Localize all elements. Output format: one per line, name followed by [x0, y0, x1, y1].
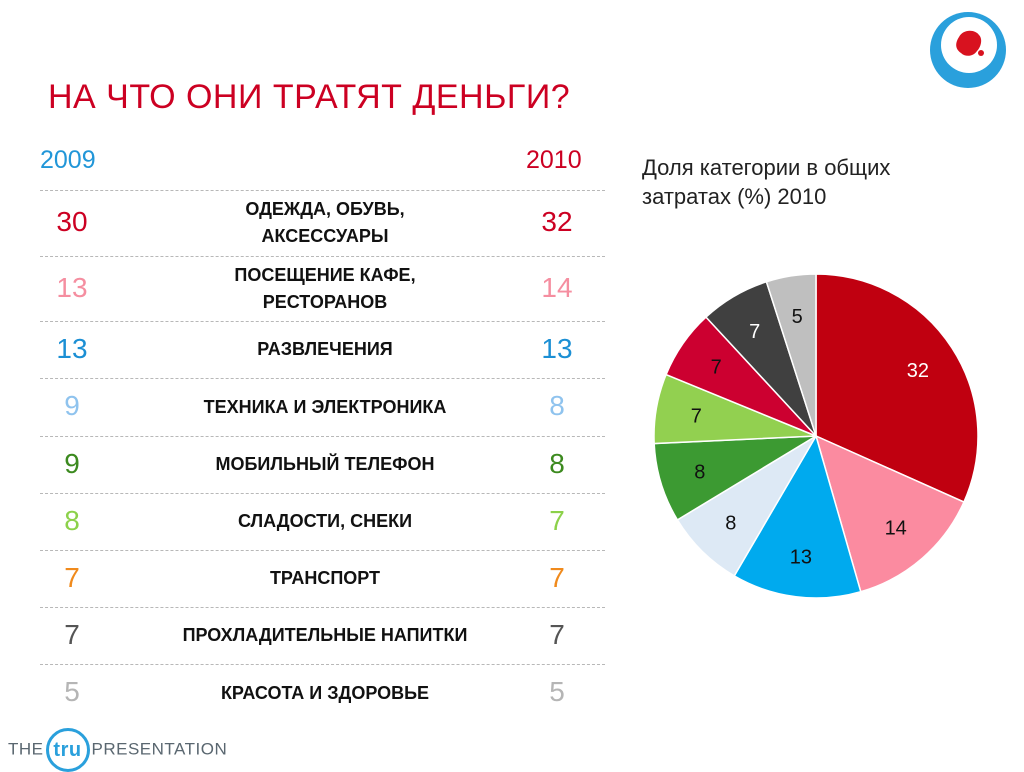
value-2009: 7	[64, 619, 80, 650]
corner-logo-inner	[941, 17, 997, 73]
value-2009: 9	[64, 390, 80, 421]
category-label: ПРОХЛАДИТЕЛЬНЫЕ НАПИТКИ	[182, 625, 468, 645]
category-label: СЛАДОСТИ, СНЕКИ	[237, 511, 413, 531]
value-2009: 5	[64, 676, 80, 707]
value-2010: 14	[541, 272, 573, 303]
pie-slice-label: 13	[790, 547, 812, 569]
category-label: ТРАНСПОРТ	[269, 568, 381, 588]
pie-slice-label: 7	[749, 321, 760, 343]
pie-slice-label: 7	[691, 405, 702, 427]
value-2009: 13	[56, 333, 88, 364]
value-2009: 13	[56, 272, 88, 303]
table-row: 7 ТРАНСПОРТ 7	[40, 550, 605, 607]
value-2009: 7	[64, 562, 80, 593]
table-divider	[40, 436, 605, 437]
brand-mark: tru	[45, 728, 90, 772]
table-row: 13 РАЗВЛЕЧЕНИЯ 13	[40, 321, 605, 378]
value-2010: 5	[549, 676, 565, 707]
brand-logo: THE tru PRESENTATION	[8, 728, 227, 772]
pie-slice	[815, 273, 979, 504]
table-row: 9 ТЕХНИКА И ЭЛЕКТРОНИКА 8	[40, 378, 605, 436]
pie-slice-label: 32	[907, 360, 929, 382]
table-divider	[40, 493, 605, 494]
year-2009-header: 2009	[40, 146, 96, 174]
pie-slice	[733, 434, 862, 599]
value-2010: 8	[549, 390, 565, 421]
category-label: ТЕХНИКА И ЭЛЕКТРОНИКА	[203, 397, 447, 417]
value-2010: 7	[549, 505, 565, 536]
value-2010: 7	[549, 562, 565, 593]
pie-slice-label: 8	[694, 461, 705, 483]
table-divider	[40, 550, 605, 551]
table-divider	[40, 321, 605, 322]
globe-icon	[956, 30, 984, 56]
table-divider	[40, 190, 605, 191]
category-label: КРАСОТА И ЗДОРОВЬЕ	[220, 683, 430, 703]
table-row: 13 ПОСЕЩЕНИЕ КАФЕ, РЕСТОРАНОВ 14	[40, 256, 605, 321]
table-divider	[40, 664, 605, 665]
value-2009: 8	[64, 505, 80, 536]
value-2009: 9	[64, 448, 80, 479]
value-2009: 30	[56, 206, 88, 237]
pie-chart: 32 14 13 8 8 7 7 7 5	[653, 273, 979, 599]
pie-slice-label: 7	[711, 357, 722, 379]
pie-slice	[814, 434, 965, 593]
pie-slice	[765, 273, 817, 437]
table-row: 5 КРАСОТА И ЗДОРОВЬЕ 5	[40, 664, 605, 722]
table-divider	[40, 256, 605, 257]
table-row: 8 СЛАДОСТИ, СНЕКИ 7	[40, 493, 605, 550]
pie-slice-label: 8	[725, 513, 736, 535]
value-2010: 7	[549, 619, 565, 650]
value-2010: 8	[549, 448, 565, 479]
table-row: 30 ОДЕЖДА, ОБУВЬ, АКСЕССУАРЫ 32	[40, 190, 605, 256]
table-divider	[40, 607, 605, 608]
value-2010: 13	[541, 333, 573, 364]
value-2010: 32	[541, 206, 573, 237]
category-label: ОДЕЖДА, ОБУВЬ, АКСЕССУАРЫ	[245, 199, 405, 246]
pie-slice-label: 5	[792, 306, 803, 328]
table-row: 7 ПРОХЛАДИТЕЛЬНЫЕ НАПИТКИ 7	[40, 607, 605, 664]
pie-slice-label: 14	[885, 518, 907, 540]
brand-suffix: PRESENTATION	[91, 739, 228, 759]
category-label: РАЗВЛЕЧЕНИЯ	[257, 339, 393, 359]
table-row: 9 МОБИЛЬНЫЙ ТЕЛЕФОН 8	[40, 436, 605, 493]
pie-chart-title: Доля категории в общих затратах (%) 2010	[642, 155, 891, 209]
category-label: МОБИЛЬНЫЙ ТЕЛЕФОН	[215, 454, 435, 474]
year-2010-header: 2010	[526, 146, 582, 174]
page-title: НА ЧТО ОНИ ТРАТЯТ ДЕНЬГИ?	[48, 78, 571, 116]
category-label: ПОСЕЩЕНИЕ КАФЕ, РЕСТОРАНОВ	[234, 265, 416, 312]
brand-prefix: THE	[8, 739, 44, 759]
table-divider	[40, 378, 605, 379]
